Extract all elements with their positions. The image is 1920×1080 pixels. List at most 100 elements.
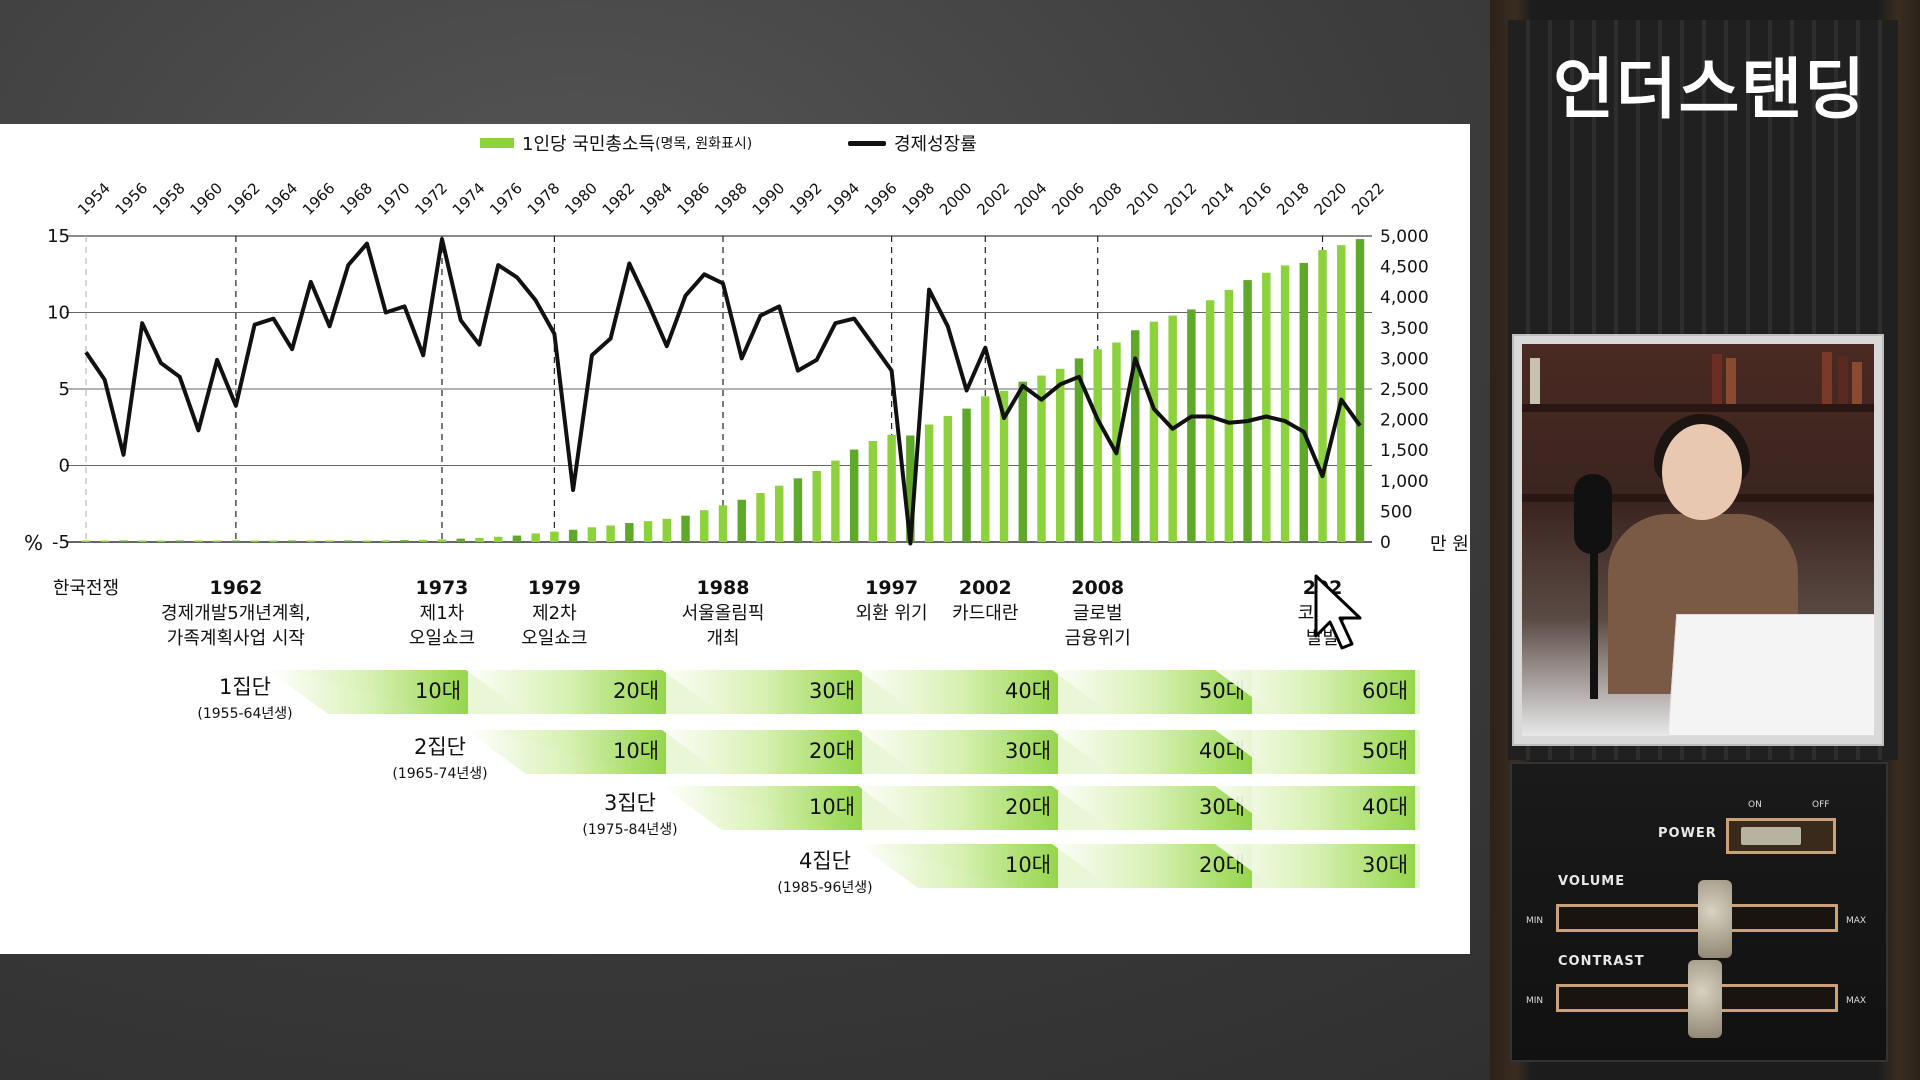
gni-bar xyxy=(999,390,1009,542)
cohort-name: 4집단 xyxy=(799,849,851,873)
x-tick-label: 1958 xyxy=(149,179,189,219)
gni-bar xyxy=(1112,342,1121,542)
bookshelf xyxy=(1522,404,1874,412)
y-right-tick-label: 4,000 xyxy=(1380,288,1429,308)
gni-bar xyxy=(100,540,109,542)
y-right-tick-label: 500 xyxy=(1380,502,1412,522)
x-tick-label: 1990 xyxy=(749,179,789,219)
cohort-segment xyxy=(662,670,862,714)
gni-bar xyxy=(1074,358,1084,542)
x-tick-label: 1954 xyxy=(74,179,114,219)
gni-bar xyxy=(662,518,672,542)
event-description: 제2차 xyxy=(532,603,577,624)
legend-label-growth: 경제성장률 xyxy=(894,134,977,155)
y-left-tick-label: -5 xyxy=(52,532,70,553)
event-year-label: 2008 xyxy=(1071,577,1124,599)
gni-bar xyxy=(1093,349,1102,542)
gni-bar xyxy=(419,539,428,542)
gni-bar xyxy=(1280,265,1290,542)
y-left-tick-label: 5 xyxy=(59,379,70,400)
x-tick-label: 2020 xyxy=(1311,179,1351,219)
cohort-age-label: 10대 xyxy=(1005,853,1051,877)
power-switch-knob[interactable] xyxy=(1741,827,1801,845)
x-tick-label: 1962 xyxy=(224,179,264,219)
cohort-segment xyxy=(858,670,1058,714)
gni-bar xyxy=(175,540,184,542)
gni-bar xyxy=(475,537,484,542)
gni-bar xyxy=(943,415,953,542)
gni-bar xyxy=(868,441,878,542)
x-tick-label: 1964 xyxy=(261,179,301,219)
gni-bar xyxy=(1262,272,1271,542)
x-tick-label: 2014 xyxy=(1198,179,1238,219)
cohort-age-label: 10대 xyxy=(809,795,855,819)
cohort-segment xyxy=(1215,844,1415,888)
gni-bar xyxy=(344,540,353,542)
gni-bar xyxy=(1056,368,1065,542)
event-description: 제1차 xyxy=(420,603,465,624)
event-description: 외환 위기 xyxy=(856,603,928,624)
gni-bar xyxy=(981,396,990,542)
gni-bar xyxy=(550,531,559,542)
cohort-age-label: 50대 xyxy=(1362,739,1408,763)
cohort-age-label: 20대 xyxy=(613,679,659,703)
x-tick-label: 2018 xyxy=(1273,179,1313,219)
gni-bar xyxy=(1187,309,1196,542)
book xyxy=(1530,358,1540,404)
book xyxy=(1822,352,1832,404)
gni-bar xyxy=(437,539,447,542)
cohort-segment xyxy=(1052,730,1252,774)
gni-bar xyxy=(625,523,634,542)
gni-bar xyxy=(381,540,390,542)
gni-bar xyxy=(1130,330,1140,542)
growth-line xyxy=(84,237,1362,546)
x-tick-label: 2004 xyxy=(1011,179,1051,219)
legend-item-gni: 1인당 국민총소득 (명목, 원화표시) xyxy=(480,130,752,156)
cohort-age-label: 20대 xyxy=(1005,795,1051,819)
presenter-video xyxy=(1512,334,1884,746)
event-year-label: 1979 xyxy=(528,577,581,599)
laptop xyxy=(1667,614,1874,736)
event-description: 개최 xyxy=(706,628,739,649)
gni-bar xyxy=(756,493,765,542)
chart: 15 10 5 0 -5% 5,000 4,500 4,000 3,500 3,000 2,500 2… xyxy=(24,179,1469,896)
gni-bar xyxy=(906,435,915,542)
x-tick-label: 2008 xyxy=(1086,179,1126,219)
x-tick-label: 1982 xyxy=(599,179,639,219)
cohort-segment xyxy=(1215,670,1415,714)
event-description: 글로벌 xyxy=(1073,603,1123,624)
cohort-age-label: 40대 xyxy=(1362,795,1408,819)
x-tick-label: 1980 xyxy=(561,179,601,219)
event-description: 경제개발5개년계획, xyxy=(161,603,311,624)
y-right-tick-label: 4,500 xyxy=(1380,258,1429,278)
y-right-axis-label: 만 원 xyxy=(1430,534,1469,555)
cohort-age-label: 10대 xyxy=(613,739,659,763)
gni-bar xyxy=(1149,321,1159,542)
cohort-segment xyxy=(858,844,1058,888)
contrast-min-label: MIN xyxy=(1526,996,1544,1006)
y-right-tick-label: 2,000 xyxy=(1380,411,1429,431)
gni-bar xyxy=(250,540,259,542)
event-description: 오일쇼크 xyxy=(521,628,587,649)
power-switch[interactable] xyxy=(1726,818,1836,854)
y-left-axis-label: % xyxy=(24,531,43,555)
power-on-label: ON xyxy=(1748,800,1762,810)
contrast-max-label: MAX xyxy=(1846,996,1867,1006)
event-year-label: 1973 xyxy=(416,577,469,599)
presenter-face xyxy=(1662,424,1742,520)
event-description: 오일쇼크 xyxy=(409,628,475,649)
cohort-segment xyxy=(1215,730,1415,774)
volume-slider[interactable] xyxy=(1556,904,1838,932)
gni-bar xyxy=(700,510,709,542)
gni-bar xyxy=(362,540,372,542)
volume-max-label: MAX xyxy=(1846,916,1867,926)
y-left-tick-label: 10 xyxy=(47,303,70,324)
x-tick-label: 2010 xyxy=(1123,179,1163,219)
cohort-name: 1집단 xyxy=(219,675,271,699)
y-left-tick-label: 0 xyxy=(59,456,70,477)
contrast-slider-knob[interactable] xyxy=(1688,960,1722,1038)
gni-bar xyxy=(194,540,203,542)
legend-label-gni: 1인당 국민총소득 xyxy=(522,134,656,155)
volume-slider-knob[interactable] xyxy=(1698,880,1732,958)
cohort-segment xyxy=(1052,670,1252,714)
